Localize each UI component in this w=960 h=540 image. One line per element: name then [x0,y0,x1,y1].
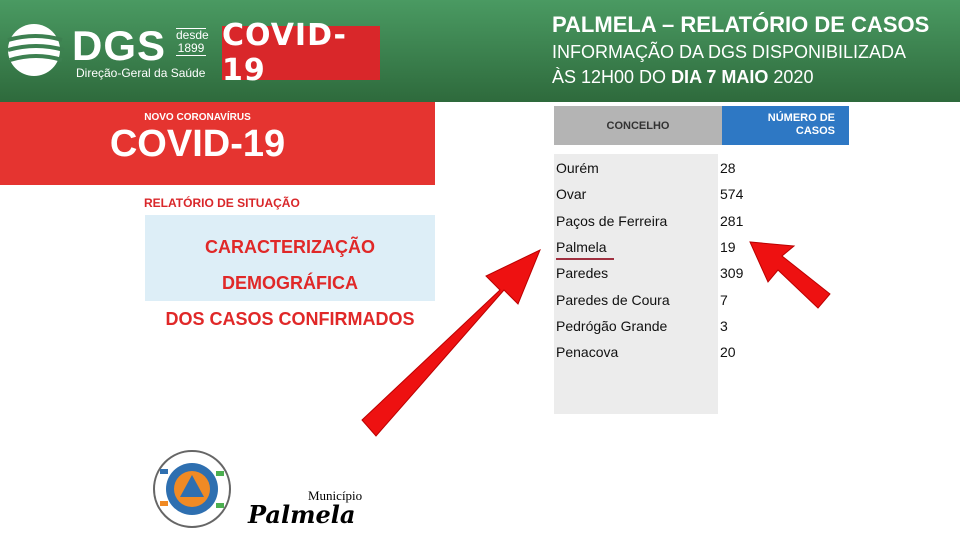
concelho-name: Paredes de Coura [556,291,670,308]
header-concelho: CONCELHO [554,106,722,145]
table-row: Penacova 20 [554,344,736,370]
concelho-name: Penacova [556,344,619,361]
arrow-right [749,241,831,309]
page-title: PALMELA – RELATÓRIO DE CASOS INFORMAÇÃO … [552,12,930,87]
demographic-box: CARACTERIZAÇÃO DEMOGRÁFICA DOS CASOS CON… [145,215,435,329]
case-count: 3 [720,317,728,334]
table-row: Palmela 19 [554,239,736,265]
dgs-since: desde 1899 [176,28,209,56]
municipio-palmela-logo: Município Palmela [248,488,363,529]
header-cases: NÚMERO DE CASOS [722,106,849,145]
dgs-logo: DGS desde 1899 Direção-Geral da Saúde [6,22,209,82]
table-row: Ourém 28 [554,160,736,186]
arrow-left [361,248,541,437]
concelho-name: Ovar [556,186,587,203]
case-count: 281 [720,212,744,229]
table-row: Paredes de Coura 7 [554,292,728,318]
table-row: Paredes 309 [554,265,743,291]
concelho-name: Pedrógão Grande [556,317,668,334]
protecao-civil-logo [152,449,232,534]
case-count: 7 [720,291,728,308]
concelho-name: Paredes [556,265,609,282]
table-row: Paços de Ferreira 281 [554,213,743,239]
case-count: 309 [720,265,744,282]
concelho-name: Paços de Ferreira [556,212,668,229]
situation-label: RELATÓRIO DE SITUAÇÃO [144,196,300,210]
globe-icon [7,24,65,76]
case-count: 20 [720,344,736,361]
case-count: 28 [720,160,736,176]
report-banner: NOVO CORONAVÍRUS COVID-19 [0,102,435,185]
concelho-name: Ourém [556,160,599,176]
concelho-name: Palmela [556,238,607,255]
palmela-underline [556,258,614,260]
case-count: 574 [720,186,744,203]
case-count: 19 [720,238,736,255]
table-row: Ovar 574 [554,186,743,212]
table-row: Pedrógão Grande 3 [554,318,728,344]
header: DGS desde 1899 Direção-Geral da Saúde COV… [0,0,960,102]
